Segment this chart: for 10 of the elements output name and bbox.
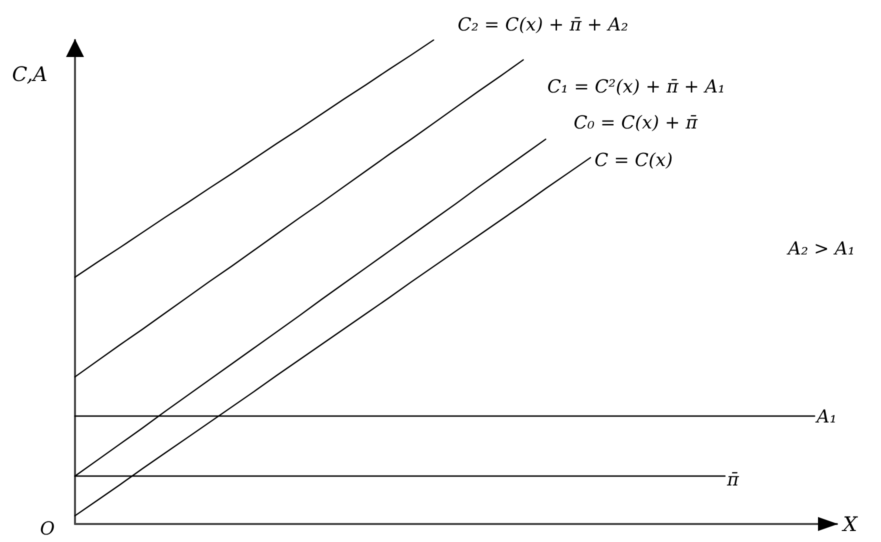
series-label: C₁ = C²(x) + π̄ + A₁ xyxy=(547,76,726,98)
series-label: C₂ = C(x) + π̄ + A₂ xyxy=(458,14,628,36)
annotation: A₂ > A₁ xyxy=(786,238,855,260)
series-label: C = C(x) xyxy=(594,150,673,172)
series-label: π̄ xyxy=(726,470,740,491)
text: O xyxy=(40,518,55,540)
x-axis-title: X xyxy=(841,512,858,536)
series-label: A₁ xyxy=(814,406,837,428)
series-label: C₀ = C(x) + π̄ xyxy=(574,112,699,134)
y-axis-title: C,A xyxy=(12,62,48,86)
